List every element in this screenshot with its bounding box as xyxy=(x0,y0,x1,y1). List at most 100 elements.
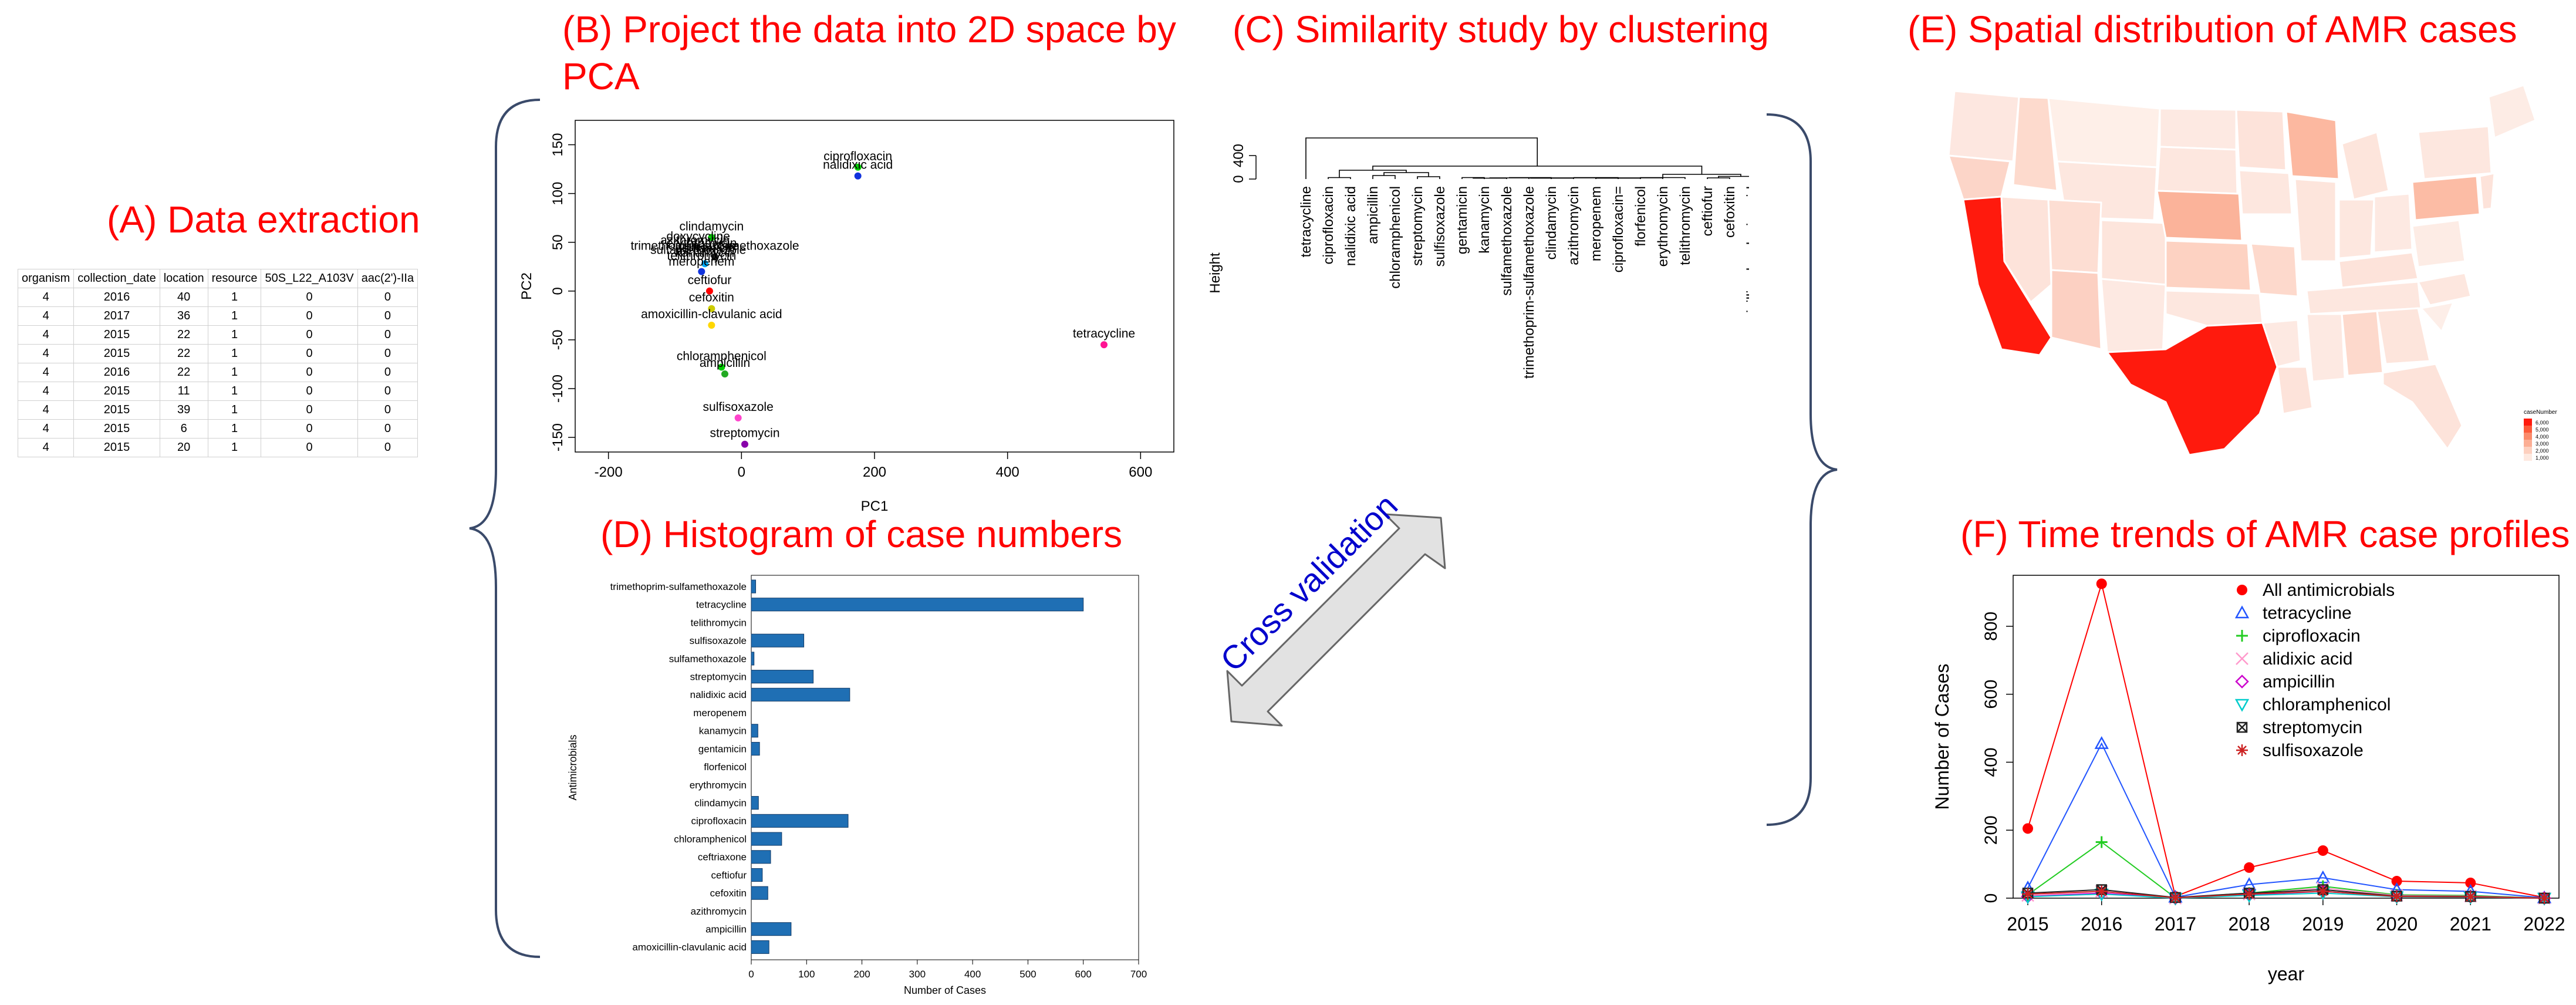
trend-legend-label: ciprofloxacin xyxy=(2263,626,2361,646)
dendro-link xyxy=(1328,177,1351,179)
hist-bar xyxy=(751,814,849,828)
pca-point xyxy=(718,363,725,371)
hist-bar xyxy=(751,670,814,684)
dendro-leaf-label: tetracycline xyxy=(1298,186,1314,257)
trend-point xyxy=(2465,877,2476,888)
trend-point xyxy=(2096,578,2107,589)
hist-category-label: azithromycin xyxy=(691,906,747,917)
state-michigan xyxy=(2341,131,2390,201)
dendro-leaf-label: kanamycin xyxy=(1477,186,1493,254)
hist-category-label: sulfamethoxazole xyxy=(669,653,747,665)
state-kentucky xyxy=(2338,251,2419,289)
pca-point-label: trimethoprim-sulfamethoxazole xyxy=(630,240,799,253)
table-row: 4 2015 22 1 0 0 xyxy=(17,344,418,363)
table-cell: 1 xyxy=(207,419,262,439)
trend-point xyxy=(2022,888,2034,901)
state-missouri xyxy=(2250,242,2299,298)
hist-x-tick-label: 400 xyxy=(964,969,981,980)
table-cell: 11 xyxy=(159,382,208,401)
table-cell: 0 xyxy=(261,438,358,457)
hist-x-tick-label: 700 xyxy=(1130,969,1147,980)
trend-y-tick-label: 400 xyxy=(1981,747,2001,777)
table-cell: 1 xyxy=(207,344,262,363)
table-cell: 2015 xyxy=(73,438,160,457)
trend-point xyxy=(2243,888,2256,901)
dendro-y-axis-label: Height xyxy=(1207,252,1223,294)
dendro-link xyxy=(1372,166,1703,174)
pca-y-axis-label: PC2 xyxy=(519,272,535,300)
map-legend-swatch xyxy=(2524,440,2532,447)
state-arizona xyxy=(2050,269,2102,350)
dendro-leaf-label: nalidixic acid xyxy=(1343,186,1359,266)
map-legend-swatch xyxy=(2524,426,2532,433)
trend-legend-marker xyxy=(2236,630,2248,642)
pca-y-tick-label: 50 xyxy=(550,234,566,250)
trend-series-line xyxy=(2027,891,2545,899)
state-colorado xyxy=(2100,219,2167,286)
state-virginia xyxy=(2411,219,2466,268)
pca-point-label: clindamycin xyxy=(679,220,744,233)
table-cell: 4 xyxy=(17,288,75,307)
pca-x-tick-label: 400 xyxy=(996,464,1019,480)
hist-category-label: streptomycin xyxy=(690,671,747,682)
table-cell: 4 xyxy=(17,325,75,345)
state-montana xyxy=(2047,97,2161,168)
hist-x-tick-label: 500 xyxy=(1019,969,1036,980)
trend-legend-label: streptomycin xyxy=(2263,718,2362,737)
map-legend-label: 1,000 xyxy=(2536,455,2549,461)
table-header-cell: aac(2')-IIa xyxy=(357,269,418,288)
dendro-leaf-label: azithromycin xyxy=(1566,186,1582,265)
hist-bar xyxy=(751,940,769,954)
trend-y-tick-label: 0 xyxy=(1981,893,2001,903)
pca-overlap-label: erythromycin xyxy=(666,237,737,250)
right-brace xyxy=(1766,113,1838,826)
table-cell: 1 xyxy=(207,382,262,401)
trend-point xyxy=(2095,836,2108,848)
pca-point xyxy=(708,234,715,241)
table-cell: 0 xyxy=(357,325,418,345)
table-cell: 0 xyxy=(357,438,418,457)
map-legend-swatch xyxy=(2524,419,2532,426)
table-cell: 2015 xyxy=(73,419,160,439)
trend-x-tick-label: 2018 xyxy=(2229,913,2270,935)
pca-overlap-label: meropenem xyxy=(669,255,734,269)
trend-point xyxy=(2538,892,2550,904)
trend-point xyxy=(2023,823,2033,834)
state-alabama xyxy=(2341,310,2384,377)
state-mississippi xyxy=(2305,313,2346,383)
data-table: organism collection_date location resource 5… xyxy=(17,269,418,457)
trend-legend-marker xyxy=(2235,675,2249,689)
pca-overlap-label: sulfamethoxazole xyxy=(650,244,746,257)
table-cell: 0 xyxy=(357,363,418,382)
trend-x-tick-label: 2016 xyxy=(2081,913,2122,935)
title-spatial: (E) Spatial distribution of AMR cases xyxy=(1907,8,2517,50)
pca-point xyxy=(854,172,862,180)
state-texas xyxy=(2106,322,2278,456)
state-new-jersey xyxy=(2479,172,2496,211)
trend-legend-label: All antimicrobials xyxy=(2263,581,2395,600)
state-new-mexico xyxy=(2100,278,2167,356)
table-cell: 1 xyxy=(207,363,262,382)
table-cell: 0 xyxy=(357,344,418,363)
table-cell: 36 xyxy=(159,306,208,326)
trend-x-tick-label: 2022 xyxy=(2523,913,2565,935)
table-row: 4 2015 11 1 0 0 xyxy=(17,382,418,401)
trend-point xyxy=(2317,845,2328,856)
table-cell: 2017 xyxy=(73,306,160,326)
trend-y-tick-label: 200 xyxy=(1981,815,2001,845)
dendro-leaf-label: meropenem xyxy=(1588,186,1604,261)
table-header-row: organism collection_date location resource 5… xyxy=(17,269,418,288)
state-north-dakota xyxy=(2159,107,2237,151)
hist-y-axis-label: Antimicrobials xyxy=(567,734,579,800)
dendro-y-tick-label: 0 xyxy=(1231,175,1247,183)
dendro-leaf-label: streptomycin xyxy=(1410,186,1426,266)
table-cell: 2016 xyxy=(73,288,160,307)
cross-validation-arrow xyxy=(1226,513,1446,727)
table-cell: 0 xyxy=(357,400,418,420)
state-utah xyxy=(2047,198,2102,274)
hist-x-tick-label: 600 xyxy=(1075,969,1092,980)
trend-point xyxy=(2169,892,2182,904)
dendro-link xyxy=(1372,175,1396,179)
hist-category-label: chloramphenicol xyxy=(674,834,747,845)
